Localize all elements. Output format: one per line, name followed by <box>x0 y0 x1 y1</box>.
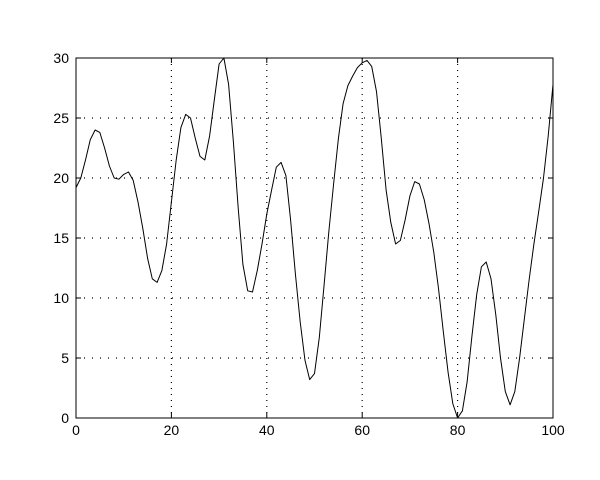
series <box>75 57 554 419</box>
grid <box>76 58 553 418</box>
y-tick-label: 25 <box>53 110 69 126</box>
x-tick-label: 20 <box>164 422 180 438</box>
x-tick-label: 80 <box>450 422 466 438</box>
y-tick-label: 30 <box>53 50 69 66</box>
series-line-0 <box>75 57 554 419</box>
y-tick-label: 20 <box>53 170 69 186</box>
x-tick-label: 100 <box>541 422 565 438</box>
y-tick-label: 5 <box>61 350 69 366</box>
x-tick-label: 40 <box>259 422 275 438</box>
y-tick-label: 15 <box>53 230 69 246</box>
y-tick-label: 10 <box>53 290 69 306</box>
ticks: 0 20 40 60 80 100 0 5 10 15 20 25 30 <box>53 50 564 438</box>
y-tick-label: 0 <box>61 410 69 426</box>
x-tick-label: 0 <box>72 422 80 438</box>
plot-frame <box>75 57 554 419</box>
x-tick-label: 60 <box>354 422 370 438</box>
